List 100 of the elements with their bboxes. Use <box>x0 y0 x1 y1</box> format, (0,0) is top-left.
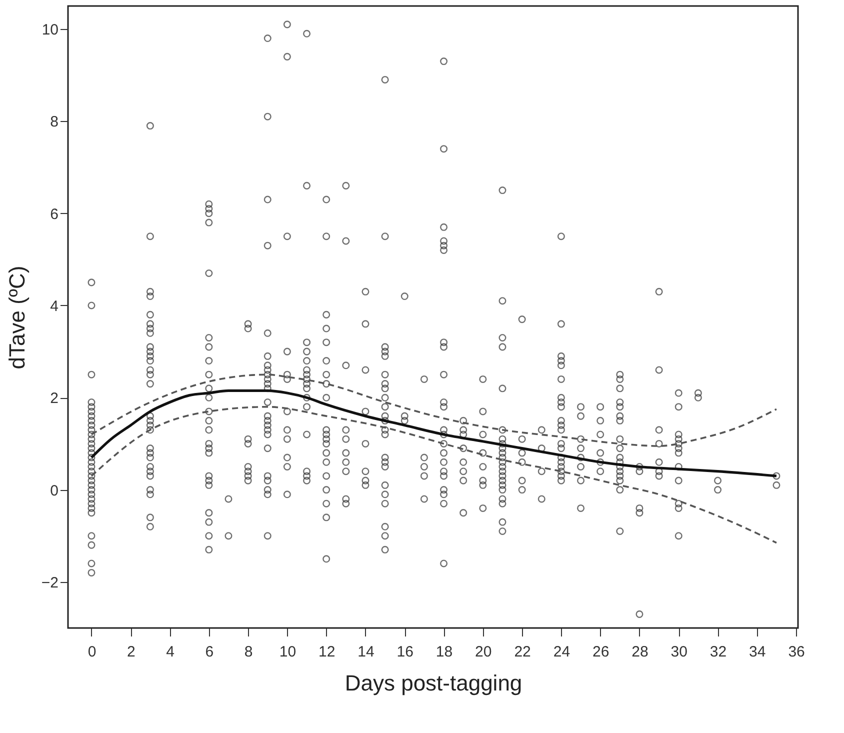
x-tick-label: 10 <box>279 644 296 660</box>
point <box>283 426 291 434</box>
x-tick-label: 18 <box>436 644 453 660</box>
point <box>146 444 154 452</box>
point <box>283 454 291 462</box>
point <box>498 481 506 489</box>
point <box>303 348 311 356</box>
point <box>498 527 506 535</box>
point <box>146 366 154 374</box>
point <box>88 440 96 448</box>
point <box>88 454 96 462</box>
point <box>88 490 96 498</box>
point <box>518 435 526 443</box>
point <box>146 462 154 470</box>
point <box>440 449 448 457</box>
point <box>146 310 154 318</box>
point <box>88 476 96 484</box>
point <box>303 430 311 438</box>
point <box>479 375 487 383</box>
point <box>244 324 252 332</box>
point <box>322 324 330 332</box>
point <box>88 444 96 452</box>
point <box>440 343 448 351</box>
point <box>577 403 585 411</box>
point <box>381 380 389 388</box>
point <box>596 458 604 466</box>
point <box>498 454 506 462</box>
point <box>322 458 330 466</box>
point <box>205 518 213 526</box>
point <box>264 196 272 204</box>
point <box>381 352 389 360</box>
point <box>498 518 506 526</box>
point <box>440 486 448 494</box>
point <box>205 343 213 351</box>
point <box>342 182 350 190</box>
point <box>498 440 506 448</box>
point <box>88 278 96 286</box>
point <box>264 490 272 498</box>
point <box>205 416 213 424</box>
point <box>655 472 663 480</box>
point <box>264 366 272 374</box>
point <box>714 486 722 494</box>
point <box>146 357 154 365</box>
point <box>342 237 350 245</box>
point <box>146 522 154 530</box>
point <box>264 430 272 438</box>
point <box>479 504 487 512</box>
point <box>557 375 565 383</box>
point <box>518 316 526 324</box>
point <box>557 462 565 470</box>
point <box>636 462 644 470</box>
x-tick-label: 12 <box>318 644 336 660</box>
point <box>381 430 389 438</box>
point <box>460 476 468 484</box>
point <box>381 426 389 434</box>
point <box>88 449 96 457</box>
point <box>674 440 682 448</box>
x-tick-label: 34 <box>749 644 766 660</box>
point <box>88 426 96 434</box>
point <box>596 449 604 457</box>
point <box>498 468 506 476</box>
point <box>577 435 585 443</box>
point <box>557 403 565 411</box>
point <box>674 476 682 484</box>
point <box>674 444 682 452</box>
point <box>498 384 506 392</box>
point <box>205 444 213 452</box>
point <box>420 472 428 480</box>
point <box>772 481 780 489</box>
point <box>498 458 506 466</box>
point <box>674 389 682 397</box>
point <box>440 403 448 411</box>
point <box>420 495 428 503</box>
point <box>146 329 154 337</box>
point <box>303 370 311 378</box>
point <box>636 610 644 618</box>
point <box>362 476 370 484</box>
point <box>88 430 96 438</box>
point <box>283 20 291 28</box>
point <box>88 504 96 512</box>
point <box>636 504 644 512</box>
y-tick-label: 10 <box>42 22 58 39</box>
point <box>498 462 506 470</box>
point <box>146 122 154 130</box>
point <box>283 375 291 383</box>
point <box>557 472 565 480</box>
point <box>205 370 213 378</box>
point <box>616 370 624 378</box>
point <box>322 310 330 318</box>
point <box>342 500 350 508</box>
point <box>303 357 311 365</box>
point <box>322 426 330 434</box>
point <box>557 362 565 370</box>
point <box>88 458 96 466</box>
point <box>440 398 448 406</box>
y-tick-label: 4 <box>50 298 58 315</box>
point <box>381 546 389 554</box>
point <box>303 338 311 346</box>
point <box>636 509 644 517</box>
point <box>557 426 565 434</box>
